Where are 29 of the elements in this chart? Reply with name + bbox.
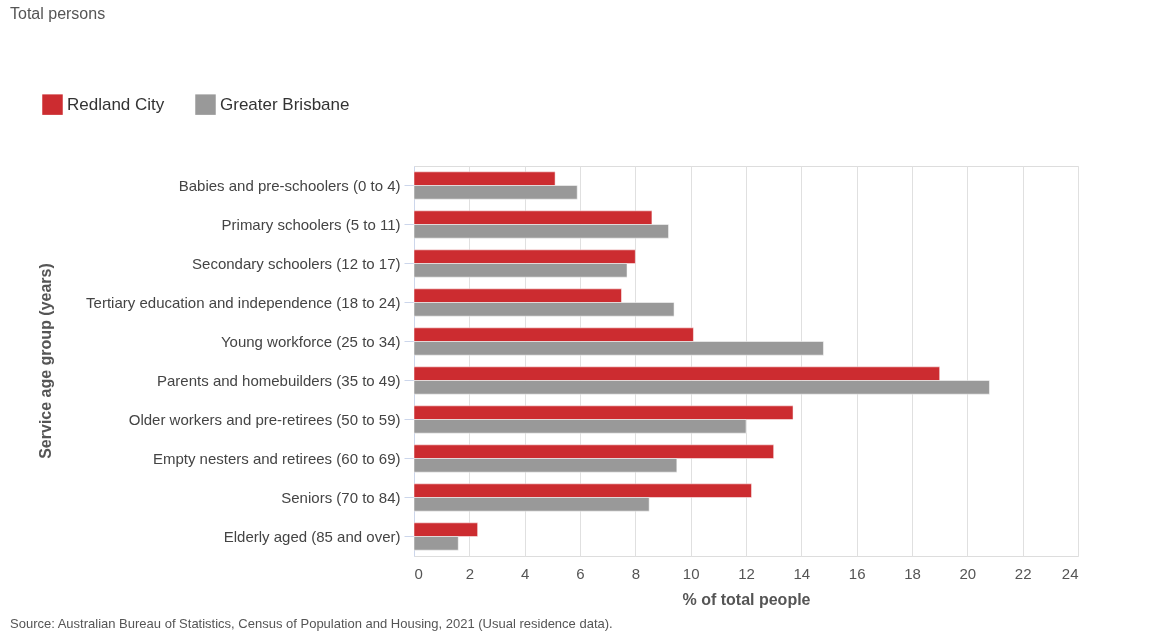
x-tick-label: 4: [520, 564, 530, 582]
y-tick-label: Empty nesters and retirees (60 to 69): [152, 449, 401, 467]
y-axis-title: Service age group (years): [37, 263, 54, 459]
text: Total persons: [10, 5, 106, 22]
y-tick-label: Babies and pre-schoolers (0 to 4): [178, 176, 401, 194]
y-tick-label: Parents and homebuilders (35 to 49): [157, 371, 401, 389]
source-note: Source: Australian Bureau of Statistics, Census of Population and Housing, 2021 (Usual residence data).: [10, 616, 613, 631]
y-tick-label: Young workforce (25 to 34): [220, 332, 401, 350]
x-tick-label: 0: [414, 564, 423, 582]
legend-label: Redland City: [67, 94, 165, 114]
y-tick-label: Primary schoolers (5 to 11): [221, 215, 401, 233]
x-tick-label: 6: [576, 564, 585, 582]
y-tick-label: Elderly aged (85 and over): [223, 527, 401, 545]
x-axis-title: % of total people: [682, 590, 811, 608]
x-tick-label: 2: [465, 564, 475, 582]
legend-label: Greater Brisbane: [220, 94, 350, 114]
y-tick-label: Tertiary education and independence (18 to 24): [86, 293, 401, 311]
x-tick-label: 20: [959, 564, 977, 582]
x-tick-label: 22: [1014, 564, 1032, 582]
y-tick-label: Older workers and pre-retirees (50 to 59): [128, 410, 401, 428]
y-tick-label: Seniors (70 to 84): [281, 488, 401, 506]
x-tick-label: 24: [1061, 564, 1079, 582]
y-tick-label: Secondary schoolers (12 to 17): [192, 254, 401, 272]
x-tick-label: 18: [904, 564, 921, 582]
x-tick-label: 14: [793, 564, 811, 582]
x-tick-label: 16: [848, 564, 866, 582]
x-tick-label: 12: [738, 564, 755, 582]
x-tick-label: 10: [682, 564, 700, 582]
x-tick-label: 8: [631, 564, 641, 582]
